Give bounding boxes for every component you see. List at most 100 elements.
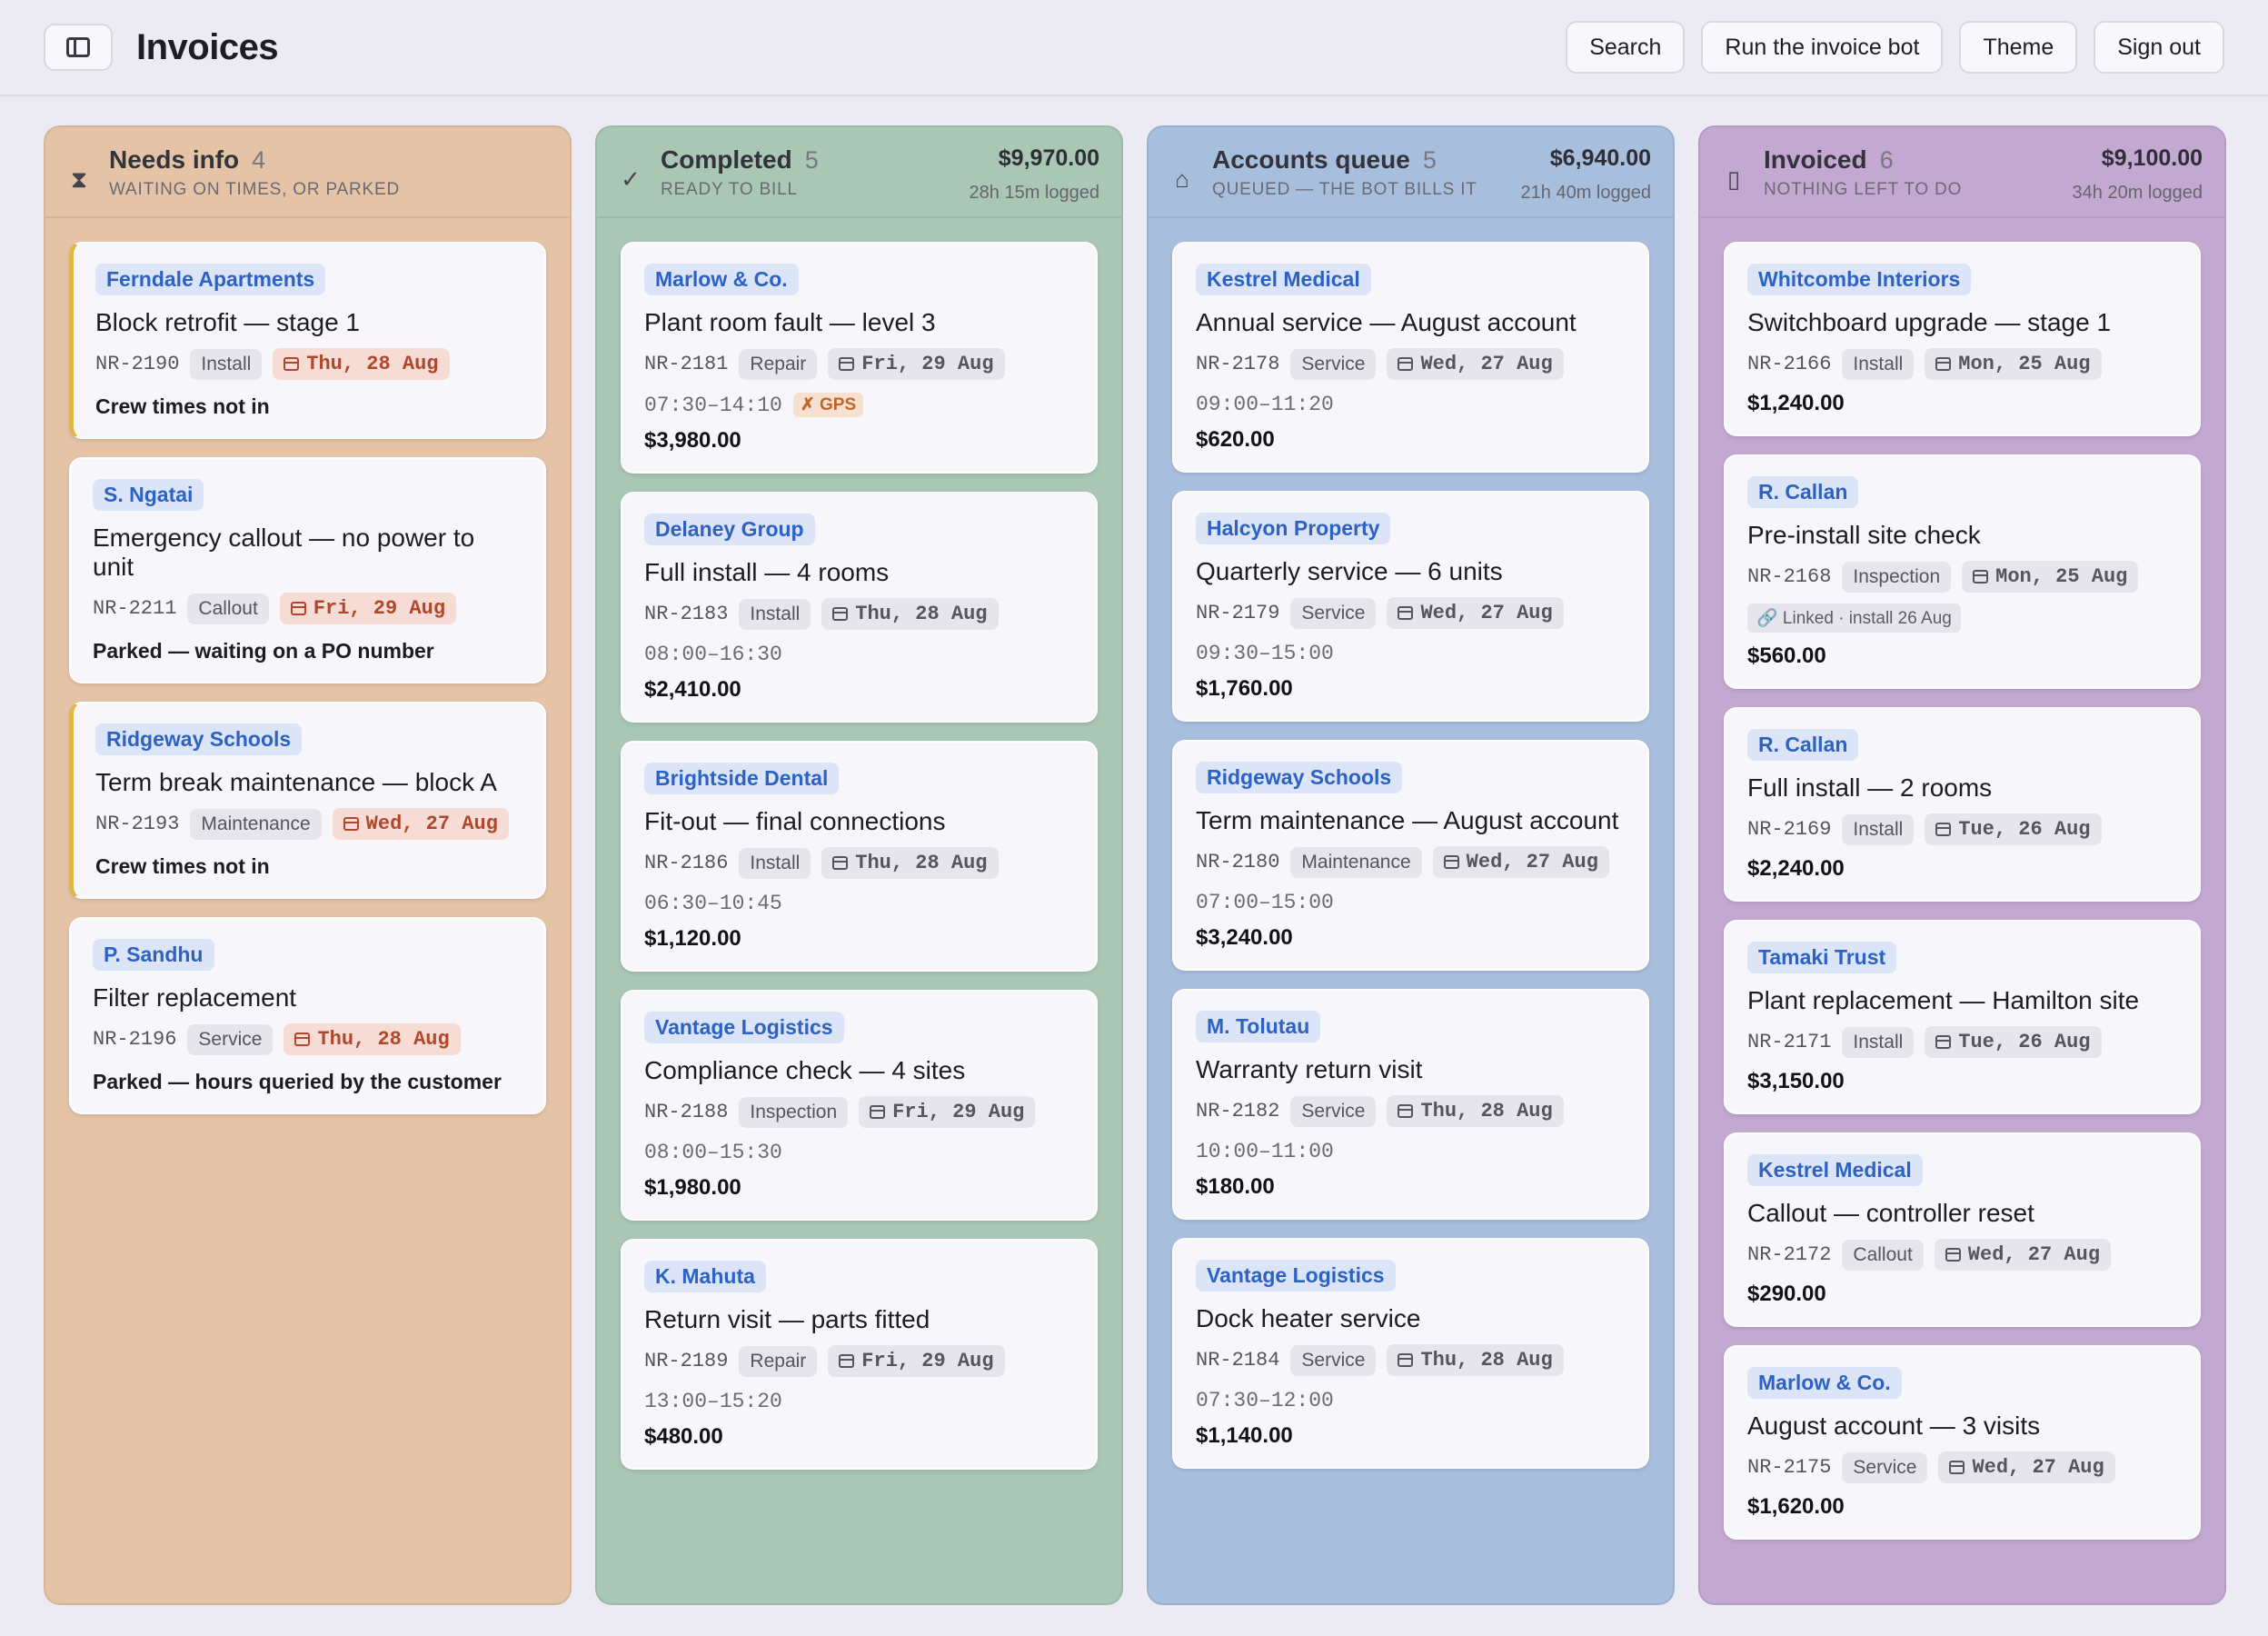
job-card[interactable]: Kestrel Medical Annual service — August a… <box>1172 242 1649 473</box>
job-date-tag: Fri, 29 Aug <box>859 1096 1036 1128</box>
job-type-tag: Install <box>1842 348 1915 380</box>
job-card[interactable]: Brightside Dental Fit-out — final connect… <box>621 741 1098 972</box>
run-invoice-bot-button[interactable]: Run the invoice bot <box>1701 21 1944 74</box>
client-badge[interactable]: Delaney Group <box>644 514 815 545</box>
job-card[interactable]: Ferndale Apartments Block retrofit — stag… <box>69 242 546 439</box>
job-card[interactable]: Marlow & Co. August account — 3 visits NR-… <box>1724 1345 2201 1540</box>
job-meta: NR-2186 Install Thu, 28 Aug <box>644 847 1074 879</box>
job-card[interactable]: Kestrel Medical Callout — controller rese… <box>1724 1132 2201 1327</box>
job-date-tag: Wed, 27 Aug <box>1934 1239 2112 1271</box>
job-card[interactable]: M. Tolutau Warranty return visit NR-2182 Se… <box>1172 989 1649 1220</box>
job-card[interactable]: Vantage Logistics Dock heater service NR-2… <box>1172 1238 1649 1469</box>
sign-out-button[interactable]: Sign out <box>2094 21 2224 74</box>
job-date-tag: Thu, 28 Aug <box>273 348 450 380</box>
job-title: Quarterly service — 6 units <box>1196 557 1503 585</box>
job-amount: $1,240.00 <box>1747 391 1845 415</box>
time-range-row: 09:30–15:00 <box>1196 642 1626 665</box>
job-date-tag: Wed, 27 Aug <box>332 808 509 840</box>
job-meta: NR-2211 Callout Fri, 29 Aug <box>93 593 522 624</box>
hourglass-icon: ⧗ <box>70 165 88 193</box>
job-card[interactable]: S. Ngatai Emergency callout — no power to… <box>69 457 546 683</box>
job-title: Callout — controller reset <box>1747 1199 2034 1227</box>
job-card[interactable]: Whitcombe Interiors Switchboard upgrade —… <box>1724 242 2201 436</box>
client-badge[interactable]: Kestrel Medical <box>1747 1154 1923 1186</box>
time-range-row: 07:30–12:00 <box>1196 1389 1626 1412</box>
client-badge[interactable]: R. Callan <box>1747 476 1859 508</box>
job-type-tag: Install <box>739 847 811 879</box>
column-needs-info: ⧗ Needs info 4 WAITING ON TIMES, OR PARKED F… <box>44 125 572 1605</box>
job-amount: $3,240.00 <box>1196 925 1293 950</box>
column-total-amount: $6,940.00 <box>1549 145 1651 171</box>
job-amount: $290.00 <box>1747 1282 1826 1306</box>
linked-job-tag[interactable]: 🔗 Linked · install 26 Aug <box>1747 604 1961 633</box>
job-card[interactable]: K. Mahuta Return visit — parts fitted NR-2… <box>621 1239 1098 1470</box>
job-amount: $1,120.00 <box>644 926 741 951</box>
card-list: Kestrel Medical Annual service — August a… <box>1149 218 1673 1469</box>
column-titles: Needs info 4 WAITING ON TIMES, OR PARKED <box>109 145 400 200</box>
client-badge[interactable]: Vantage Logistics <box>1196 1260 1396 1292</box>
client-badge[interactable]: Ridgeway Schools <box>1196 762 1403 793</box>
column-name-row: Accounts queue 5 <box>1212 145 1477 175</box>
client-badge[interactable]: Ridgeway Schools <box>95 723 303 755</box>
job-type-tag: Repair <box>739 1345 818 1377</box>
job-date-tag: Tue, 26 Aug <box>1925 813 2102 845</box>
client-badge[interactable]: R. Callan <box>1747 729 1859 761</box>
job-type-tag: Inspection <box>1842 561 1952 593</box>
job-type-tag: Service <box>1290 348 1377 380</box>
job-card[interactable]: Ridgeway Schools Term break maintenance —… <box>69 702 546 899</box>
client-badge[interactable]: Brightside Dental <box>644 763 840 794</box>
job-amount: $560.00 <box>1747 643 1826 668</box>
client-badge[interactable]: Whitcombe Interiors <box>1747 264 1972 295</box>
time-range: 07:00–15:00 <box>1196 891 1334 914</box>
time-range-row: 09:00–11:20 <box>1196 393 1626 416</box>
page-title: Invoices <box>136 26 279 67</box>
job-amount: $620.00 <box>1196 427 1275 452</box>
job-card[interactable]: R. Callan Full install — 2 rooms NR-2169 In… <box>1724 707 2201 902</box>
job-card[interactable]: Marlow & Co. Plant room fault — level 3 NR… <box>621 242 1098 474</box>
job-card[interactable]: R. Callan Pre-install site check NR-2168 In… <box>1724 454 2201 689</box>
job-note: Parked — waiting on a PO number <box>93 639 434 663</box>
job-reference: NR-2169 <box>1747 818 1832 841</box>
client-badge[interactable]: P. Sandhu <box>93 939 214 971</box>
calendar-icon <box>294 1032 311 1046</box>
client-badge[interactable]: M. Tolutau <box>1196 1011 1321 1042</box>
job-card[interactable]: Vantage Logistics Compliance check — 4 si… <box>621 990 1098 1221</box>
sidebar-toggle-button[interactable] <box>44 24 113 71</box>
client-badge[interactable]: K. Mahuta <box>644 1261 766 1292</box>
job-type-tag: Inspection <box>739 1096 849 1128</box>
job-date-tag: Thu, 28 Aug <box>821 598 999 630</box>
job-card[interactable]: Halcyon Property Quarterly service — 6 un… <box>1172 491 1649 722</box>
job-amount: $1,140.00 <box>1196 1423 1293 1448</box>
client-badge[interactable]: Marlow & Co. <box>1747 1367 1902 1399</box>
calendar-icon <box>290 602 306 615</box>
column-invoiced: ▯ Invoiced 6 NOTHING LEFT TO DO $9,100.00 34h… <box>1698 125 2226 1605</box>
client-badge[interactable]: Ferndale Apartments <box>95 264 326 295</box>
job-amount: $1,760.00 <box>1196 676 1293 701</box>
column-name: Accounts queue <box>1212 145 1410 174</box>
client-badge[interactable]: Tamaki Trust <box>1747 942 1897 973</box>
client-badge[interactable]: Vantage Logistics <box>644 1012 844 1043</box>
job-card[interactable]: Ridgeway Schools Term maintenance — Augus… <box>1172 740 1649 971</box>
column-titles: Invoiced 6 NOTHING LEFT TO DO <box>1764 145 1962 200</box>
job-meta: NR-2184 Service Thu, 28 Aug <box>1196 1344 1626 1376</box>
job-reference: NR-2190 <box>95 353 180 375</box>
job-card[interactable]: P. Sandhu Filter replacement NR-2196 Servic… <box>69 917 546 1114</box>
client-badge[interactable]: Kestrel Medical <box>1196 264 1371 295</box>
job-date-tag: Fri, 29 Aug <box>828 348 1005 380</box>
job-meta: NR-2181 Repair Fri, 29 Aug <box>644 348 1074 380</box>
client-badge[interactable]: Marlow & Co. <box>644 264 799 295</box>
job-date: Mon, 25 Aug <box>1995 565 2128 588</box>
theme-button[interactable]: Theme <box>1959 21 2078 74</box>
document-icon: ▯ <box>1726 165 1741 193</box>
job-reference: NR-2172 <box>1747 1243 1832 1266</box>
client-badge[interactable]: Halcyon Property <box>1196 513 1391 544</box>
search-button[interactable]: Search <box>1566 21 1686 74</box>
job-reference: NR-2179 <box>1196 602 1280 624</box>
client-badge[interactable]: S. Ngatai <box>93 479 204 511</box>
column-count: 4 <box>252 146 266 174</box>
job-note: Crew times not in <box>95 854 270 878</box>
job-card[interactable]: Tamaki Trust Plant replacement — Hamilton… <box>1724 920 2201 1114</box>
job-card[interactable]: Delaney Group Full install — 4 rooms NR-21… <box>621 492 1098 723</box>
card-list: Marlow & Co. Plant room fault — level 3 NR… <box>597 218 1121 1470</box>
job-type-tag: Service <box>1290 597 1377 629</box>
